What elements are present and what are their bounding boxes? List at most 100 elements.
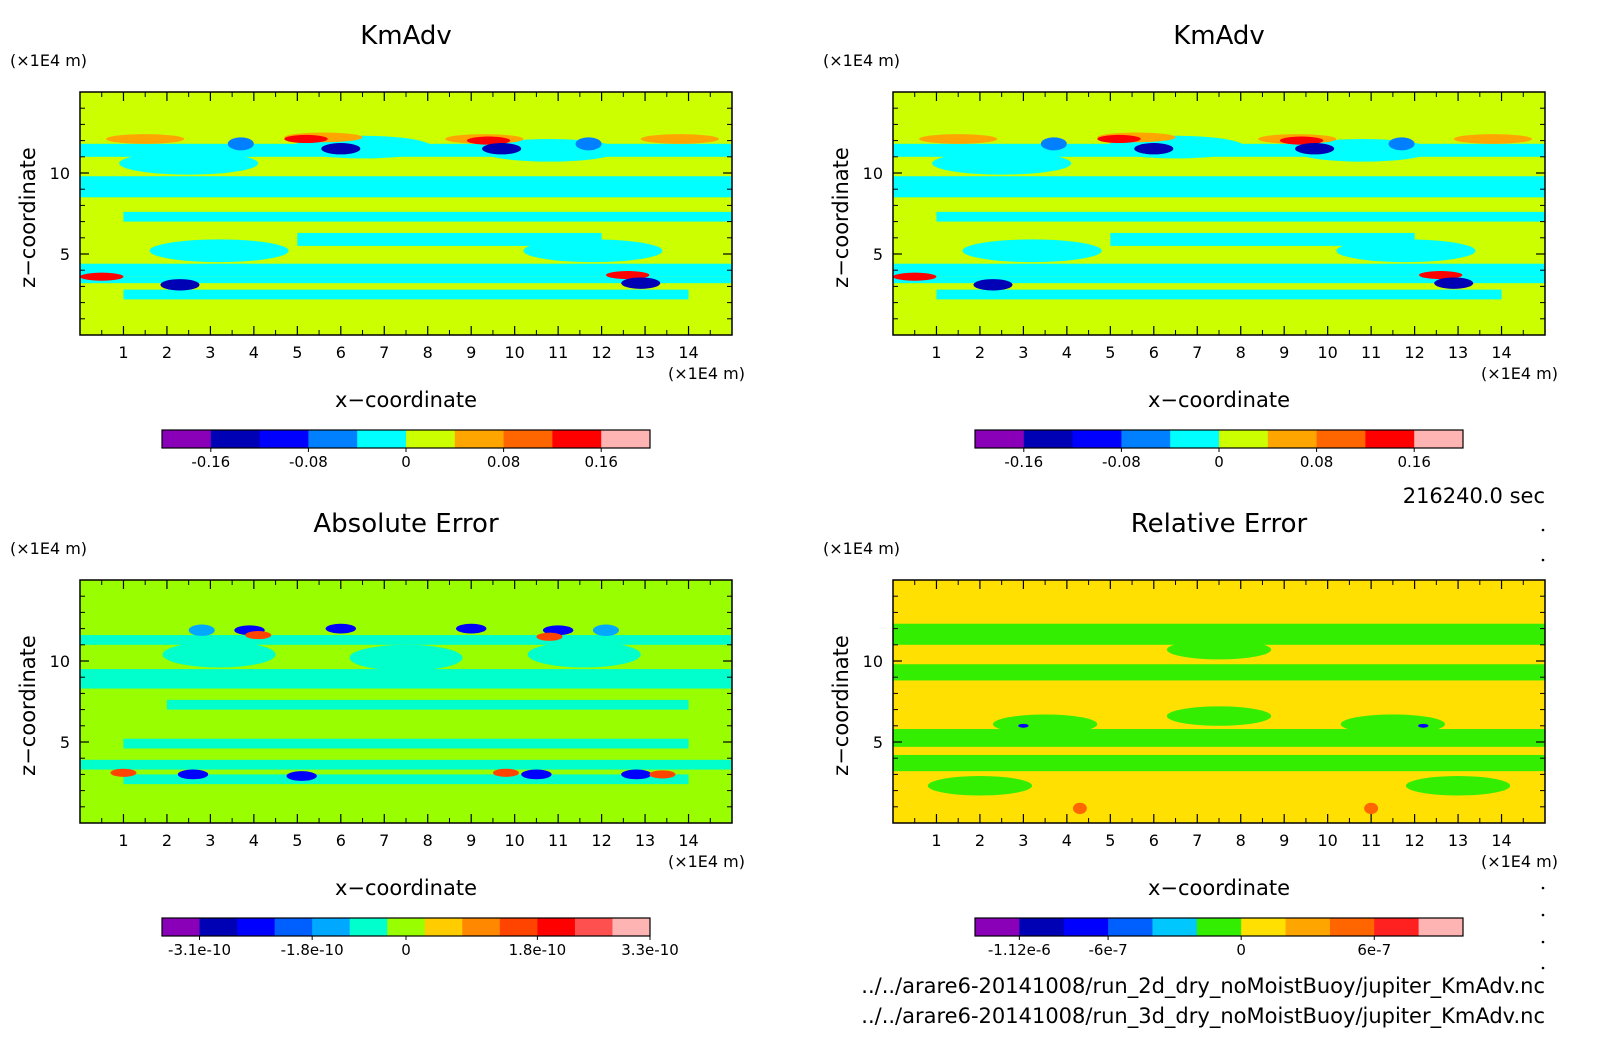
colorbar-swatch	[312, 918, 351, 936]
colorbar-label: -1.12e-6	[988, 941, 1051, 959]
x-tick-label: 7	[1192, 831, 1202, 850]
colorbar-swatch	[1072, 430, 1122, 448]
chart-panel-1: KmAdv(×1E4 m)1 2 3 4 5 6 7 8 9 10 11 12 13 14510(×1E4…	[10, 21, 745, 471]
colorbar-swatch	[162, 430, 212, 448]
colorbar-label: -0.16	[1004, 453, 1043, 471]
colorbar-swatch	[1316, 430, 1366, 448]
colorbar-swatch	[1241, 918, 1287, 936]
y-tick-label: 5	[60, 733, 70, 752]
x-tick-label: 11	[1361, 343, 1381, 362]
x-tick-label: 12	[1404, 831, 1424, 850]
colorbar-label: 0	[1236, 941, 1246, 959]
annotation-dot	[1541, 886, 1545, 890]
heatmap-field	[893, 580, 1545, 823]
colorbar-swatch	[1170, 430, 1220, 448]
colorbar-swatch	[1267, 430, 1318, 448]
colorbar-label: 0.16	[584, 453, 617, 471]
time-label: 216240.0 sec	[1403, 484, 1545, 508]
y-tick-label: 10	[50, 652, 70, 671]
colorbar-swatch	[454, 430, 505, 448]
x-tick-label: 12	[591, 343, 611, 362]
x-tick-label: 11	[548, 343, 568, 362]
x-axis-label: x−coordinate	[335, 876, 477, 900]
colorbar-swatch	[975, 430, 1025, 448]
colorbar-swatch	[1414, 430, 1464, 448]
annotation-dot	[1541, 913, 1545, 917]
y-unit-label: (×1E4 m)	[823, 539, 900, 558]
colorbar-swatch	[349, 918, 388, 936]
x-tick-label: 14	[678, 831, 698, 850]
x-tick-label: 4	[249, 831, 259, 850]
x-tick-label: 3	[205, 343, 215, 362]
colorbar-label: -3.1e-10	[168, 941, 231, 959]
colorbar-swatch	[1418, 918, 1464, 936]
heatmap-field	[80, 92, 732, 335]
colorbar-swatch	[552, 430, 602, 448]
x-axis-label: x−coordinate	[1148, 388, 1290, 412]
x-unit-label: (×1E4 m)	[1481, 364, 1558, 383]
x-tick-label: 12	[591, 831, 611, 850]
colorbar-label: 0.16	[1397, 453, 1430, 471]
x-tick-label: 2	[162, 343, 172, 362]
colorbar-label: 0.08	[487, 453, 520, 471]
chart-panel-4: Relative Error(×1E4 m)1 2 3 4 5 6 7 8 9 10 11 12 13 1…	[823, 509, 1558, 959]
x-tick-label: 11	[1361, 831, 1381, 850]
colorbar-swatch	[357, 430, 407, 448]
colorbar-swatch	[1329, 918, 1375, 936]
chart-title: KmAdv	[1173, 21, 1265, 51]
x-tick-label: 8	[423, 831, 433, 850]
x-tick-label: 5	[1105, 343, 1115, 362]
y-tick-label: 5	[873, 733, 883, 752]
x-tick-label: 8	[1236, 343, 1246, 362]
x-tick-label: 2	[975, 343, 985, 362]
colorbar-swatch	[1374, 918, 1420, 936]
x-tick-label: 6	[1149, 343, 1159, 362]
colorbar-swatch	[503, 430, 553, 448]
file-path-2: ../../arare6-20141008/run_3d_dry_noMoist…	[861, 1004, 1545, 1029]
y-axis-label: z−coordinate	[16, 635, 40, 776]
annotation-dot	[1541, 528, 1545, 532]
colorbar-label: 0	[1214, 453, 1224, 471]
x-tick-label: 11	[548, 831, 568, 850]
colorbar: -0.16 -0.08 0 0.08 0.16	[161, 429, 651, 471]
colorbar-swatch	[1152, 918, 1198, 936]
x-tick-label: 9	[466, 343, 476, 362]
colorbar-label: 6e-7	[1357, 941, 1391, 959]
x-tick-label: 3	[205, 831, 215, 850]
colorbar-swatch	[237, 918, 276, 936]
x-tick-label: 14	[1491, 343, 1511, 362]
chart-panel-2: KmAdv(×1E4 m)1 2 3 4 5 6 7 8 9 10 11 12 13 14510(×1E4…	[823, 21, 1558, 471]
y-unit-label: (×1E4 m)	[10, 539, 87, 558]
colorbar-label: -0.08	[1102, 453, 1141, 471]
x-tick-label: 1	[931, 831, 941, 850]
colorbar-label: 0.08	[1300, 453, 1333, 471]
colorbar-swatch	[308, 430, 358, 448]
colorbar-frame	[974, 917, 1464, 937]
x-tick-label: 4	[1062, 831, 1072, 850]
x-tick-label: 1	[931, 343, 941, 362]
colorbar: -1.12e-6 -6e-7 0 6e-7	[974, 917, 1464, 959]
annotation-dot	[1541, 940, 1545, 944]
colorbar-swatch	[574, 918, 613, 936]
y-axis-label: z−coordinate	[16, 147, 40, 288]
y-unit-label: (×1E4 m)	[823, 51, 900, 70]
annotation-dot	[1541, 558, 1545, 562]
x-tick-label: 14	[678, 343, 698, 362]
colorbar-swatch	[274, 918, 313, 936]
y-tick-label: 10	[50, 164, 70, 183]
colorbar-label: -0.08	[289, 453, 328, 471]
y-tick-label: 10	[863, 164, 883, 183]
x-tick-label: 3	[1018, 343, 1028, 362]
chart-panel-3: Absolute Error(×1E4 m)1 2 3 4 5 6 7 8 9 10 11 12 13 1…	[10, 509, 745, 959]
colorbar-swatch	[162, 918, 201, 936]
colorbar-swatch	[1196, 918, 1242, 936]
x-tick-label: 8	[1236, 831, 1246, 850]
heatmap-field	[80, 580, 732, 823]
colorbar-label: -0.16	[191, 453, 230, 471]
x-tick-label: 9	[1279, 831, 1289, 850]
x-tick-label: 6	[336, 831, 346, 850]
colorbar-swatch	[612, 918, 651, 936]
chart-title: Absolute Error	[313, 509, 499, 539]
colorbar-swatch	[1019, 918, 1065, 936]
y-unit-label: (×1E4 m)	[10, 51, 87, 70]
